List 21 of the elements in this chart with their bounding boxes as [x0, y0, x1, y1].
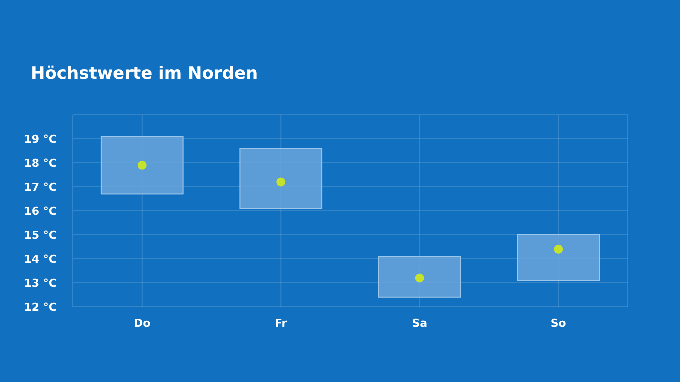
y-tick-label: 14 °C	[24, 252, 57, 266]
y-tick-label: 13 °C	[24, 276, 57, 290]
bar	[100, 136, 184, 195]
bar	[517, 234, 600, 282]
point	[276, 178, 286, 187]
y-tick-label: 18 °C	[24, 156, 57, 170]
point	[138, 160, 147, 170]
bar	[378, 256, 462, 298]
x-tick-label: Fr	[275, 317, 288, 330]
y-tick-label: 19 °C	[24, 132, 57, 146]
y-tick-label: 16 °C	[24, 204, 57, 218]
x-tick-label: So	[550, 317, 567, 330]
y-tick-label: 12 °C	[24, 300, 57, 314]
x-tick-label: Do	[134, 317, 152, 330]
bar	[240, 148, 323, 210]
y-tick-label: 17 °C	[24, 180, 57, 194]
point	[415, 274, 424, 283]
chart-title: Höchstwerte im Norden	[31, 64, 258, 84]
point	[554, 244, 564, 254]
x-tick-label: Sa	[412, 317, 428, 330]
y-tick-label: 15 °C	[24, 228, 57, 242]
